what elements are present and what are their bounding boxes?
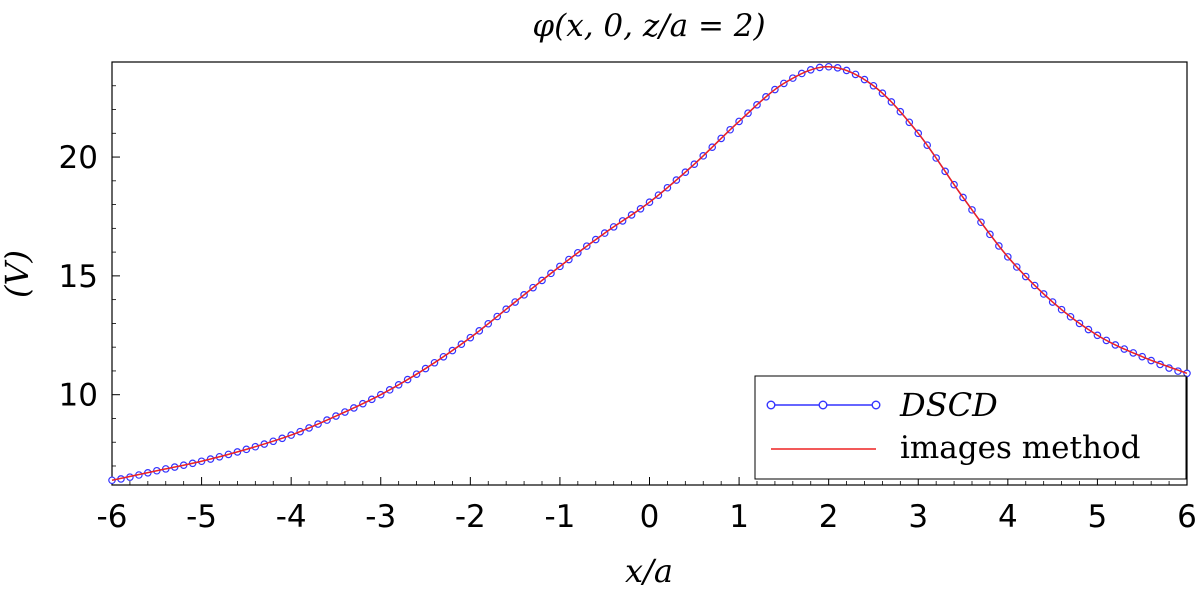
x-tick-label: 4 (998, 499, 1018, 535)
legend-dscd-marker-3 (871, 400, 881, 410)
legend-box (754, 375, 1187, 480)
x-axis-ticks: -6 -5 -4 -3 -2 -1 0 1 2 3 4 5 6 (97, 477, 1197, 535)
y-tick-label: 20 (59, 140, 98, 176)
y-tick-label: 10 (59, 378, 98, 414)
x-tick-label: 3 (908, 499, 928, 535)
legend-dscd-label: DSCD (899, 386, 998, 424)
x-tick-label: -2 (455, 499, 486, 535)
x-tick-label: -4 (276, 499, 307, 535)
legend-images-label: images method (900, 430, 1140, 466)
x-tick-label: -6 (97, 499, 128, 535)
legend-dscd-marker-1 (766, 400, 776, 410)
x-axis-label: x/a (625, 552, 673, 590)
x-tick-label: 1 (729, 499, 749, 535)
y-axis-ticks: 10 15 20 (59, 61, 120, 467)
x-tick-label: 0 (640, 499, 660, 535)
legend-dscd-marker-2 (818, 400, 828, 410)
series-layer (108, 62, 1191, 485)
series-images-method-line (111, 65, 1188, 481)
x-tick-label: 6 (1177, 499, 1197, 535)
y-axis-label: (V) (0, 250, 36, 298)
legend: DSCD images method (754, 375, 1187, 480)
plot-area: -6 -5 -4 -3 -2 -1 0 1 2 3 4 5 6 10 15 20 (59, 61, 1197, 535)
x-tick-label: -1 (544, 499, 575, 535)
x-tick-label: 5 (1088, 499, 1108, 535)
x-tick-label: -3 (365, 499, 396, 535)
y-tick-label: 15 (59, 259, 98, 295)
x-tick-label: -5 (186, 499, 217, 535)
x-tick-label: 2 (819, 499, 839, 535)
chart-title: φ(x, 0, z/a = 2) (532, 8, 765, 44)
